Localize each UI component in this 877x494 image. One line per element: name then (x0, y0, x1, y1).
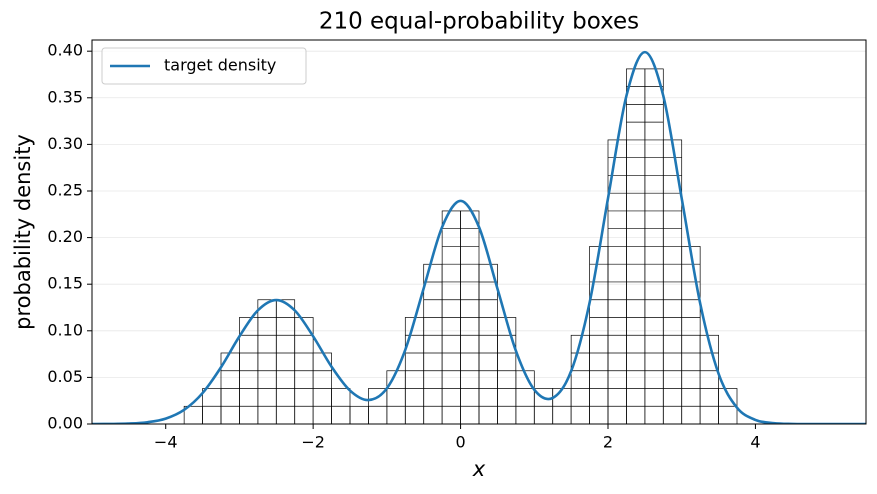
box-column (386, 370, 406, 425)
y-tick-label: 0.30 (47, 134, 83, 153)
chart-title: 210 equal-probability boxes (319, 9, 639, 35)
x-tick-label: 0 (455, 433, 465, 452)
series-group (92, 50, 866, 424)
y-tick-label: 0.10 (47, 320, 83, 339)
legend-box (101, 47, 307, 85)
box-column (257, 299, 277, 425)
y-axis-label: probability density (11, 134, 35, 330)
x-tick-label: −4 (154, 433, 178, 452)
box-column (423, 263, 443, 425)
box-column (515, 370, 535, 425)
y-tick-label: 0.20 (47, 227, 83, 246)
x-tick-label: 2 (603, 433, 613, 452)
y-tick-label: 0.35 (47, 87, 83, 106)
y-tick-label: 0.05 (47, 367, 83, 386)
box-column (349, 405, 369, 425)
box-column (478, 263, 498, 425)
y-tick-label: 0.00 (47, 414, 83, 433)
y-tick-label: 0.15 (47, 274, 83, 293)
y-tick-label: 0.40 (47, 41, 83, 60)
legend-label: target density (164, 56, 276, 75)
box-column (699, 334, 719, 425)
x-tick-label: −2 (301, 433, 325, 452)
density-line (92, 50, 866, 424)
x-tick-label: 4 (750, 433, 760, 452)
plot-frame (91, 39, 867, 425)
y-tick-label: 0.25 (47, 180, 83, 199)
box-column (275, 299, 296, 425)
x-axis-label: x (472, 457, 486, 481)
box-column (570, 334, 590, 425)
